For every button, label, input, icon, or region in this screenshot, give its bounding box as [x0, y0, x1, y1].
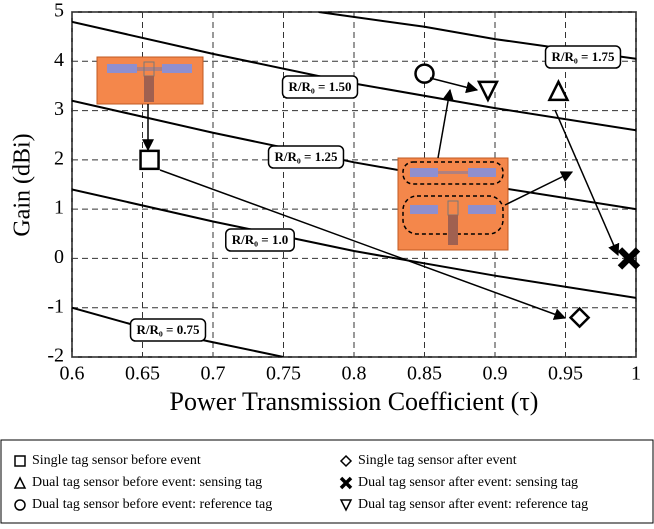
curve-label-group: R/R₀ = 1.75 — [544, 45, 622, 69]
marker — [339, 476, 353, 490]
curve — [72, 188, 636, 299]
curve-label: R/R₀ = 0.75 — [137, 322, 200, 337]
arrow — [554, 109, 620, 257]
y-axis-label: Gain (dBi) — [10, 133, 36, 236]
x-tick-label: 1 — [631, 363, 641, 385]
x-tick-label: 0.95 — [548, 363, 583, 385]
curve-label-box — [281, 75, 359, 99]
curve — [72, 99, 636, 211]
y-tick-label: 4 — [54, 49, 64, 71]
marker — [139, 149, 160, 171]
curve-label: R/R₀ = 1.0 — [232, 232, 288, 247]
legend-label: Single tag sensor before event — [32, 453, 201, 468]
marker — [617, 247, 641, 270]
x-tick-label: 0.65 — [125, 363, 160, 385]
curve-label: R/R₀ = 1.25 — [275, 149, 338, 164]
marker — [339, 499, 353, 512]
curve-label-box — [225, 228, 295, 252]
legend-label: Dual tag sensor before event: reference … — [32, 497, 272, 512]
x-tick-label: 0.6 — [60, 363, 85, 385]
legend-box — [0, 439, 654, 524]
x-tick-label: 0.8 — [342, 363, 367, 385]
y-tick-label: -1 — [47, 295, 64, 317]
arrow — [504, 171, 574, 206]
x-tick-label: 0.85 — [407, 363, 442, 385]
legend-label: Dual tag sensor before event: sensing ta… — [32, 475, 262, 490]
marker — [568, 306, 591, 329]
inset-single — [96, 56, 204, 105]
arrow — [429, 77, 479, 94]
legend: Single tag sensor before event Single tag… — [13, 453, 588, 512]
curve-label: R/R₀ = 1.75 — [552, 49, 615, 64]
x-tick-label: 0.9 — [483, 363, 508, 385]
marker — [339, 454, 353, 468]
y-tick-label: 2 — [54, 147, 64, 169]
curve-label-group: R/R₀ = 1.50 — [281, 75, 359, 99]
marker — [414, 63, 435, 84]
curve-label: R/R₀ = 1.50 — [289, 79, 352, 94]
y-tick-label: -2 — [47, 345, 64, 367]
arrow — [159, 169, 567, 320]
y-tick-label: 3 — [54, 98, 64, 120]
legend-label: Single tag sensor after event — [358, 453, 517, 468]
x-tick-label: 0.75 — [266, 363, 301, 385]
curve-label-box — [544, 45, 622, 69]
y-tick-label: 0 — [54, 246, 64, 268]
x-axis-label: Power Transmission Coefficient (τ) — [170, 387, 539, 416]
curve-label-box — [129, 318, 207, 342]
marker — [13, 476, 27, 489]
legend-label: Dual tag sensor after event: reference t… — [358, 497, 588, 512]
marker — [14, 455, 26, 467]
marker — [547, 79, 570, 102]
curve-label-group: R/R₀ = 1.0 — [225, 228, 295, 252]
curve-label-group: R/R₀ = 1.25 — [267, 145, 345, 169]
y-tick-label: 5 — [54, 0, 64, 22]
x-tick-label: 0.7 — [201, 363, 226, 385]
y-tick-label: 1 — [54, 197, 64, 219]
arrow — [437, 88, 455, 159]
legend-label: Dual tag sensor after event: sensing tag — [358, 475, 578, 490]
marker — [14, 499, 26, 511]
marker — [476, 80, 499, 103]
inset-dual — [397, 157, 509, 251]
curve-label-box — [267, 145, 345, 169]
curve-label-group: R/R₀ = 0.75 — [129, 318, 207, 342]
